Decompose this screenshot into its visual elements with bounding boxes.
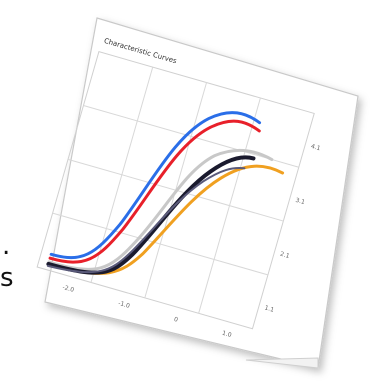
- edge-fragment-1: .: [2, 231, 11, 261]
- x-tick-label: 0: [173, 316, 179, 324]
- series-line-dark-gray: [46, 166, 246, 274]
- y-tick-label: 1.1: [264, 304, 275, 313]
- y-tick-label: 3.1: [295, 197, 306, 206]
- series-line-blue: [49, 111, 262, 260]
- grid: [52, 66, 299, 314]
- series-line-red: [48, 119, 261, 264]
- y-tick-label: 2.1: [279, 251, 290, 260]
- x-tick-label: -1.0: [117, 300, 130, 310]
- edge-fragment-2: s: [0, 263, 14, 293]
- curves: [46, 111, 285, 275]
- series-line-gray: [47, 148, 274, 271]
- x-tick-labels: -2.0 -1.0 0 1.0: [62, 284, 233, 339]
- x-tick-label: -2.0: [62, 284, 75, 294]
- y-tick-label: 4.1: [310, 143, 321, 152]
- series-line-black: [46, 155, 256, 275]
- tilted-card: Characteristic Curves -2.0 -1.0 0 1.0 1.…: [36, 17, 359, 369]
- card-curl: [245, 357, 319, 369]
- y-tick-labels: 1.1 2.1 3.1 4.1: [264, 143, 322, 314]
- x-tick-label: 1.0: [221, 330, 232, 339]
